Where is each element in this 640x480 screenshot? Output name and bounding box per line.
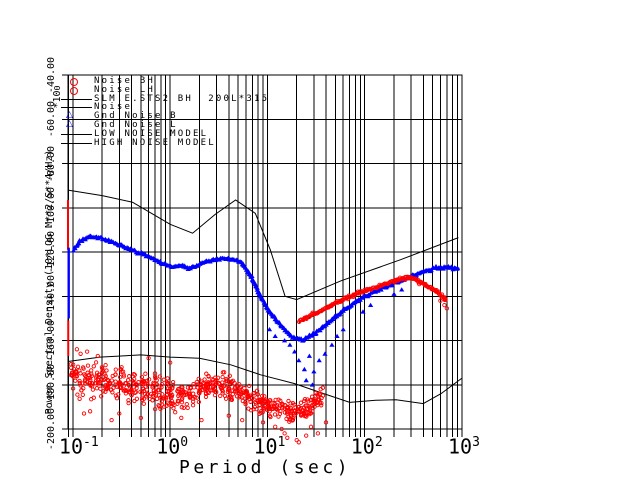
legend-label: LOW NOISE MODEL bbox=[94, 128, 209, 139]
circle-marker-icon bbox=[70, 86, 78, 95]
triangle-marker-icon: △ bbox=[66, 110, 73, 121]
legend-item: △ Gnd Noise L bbox=[0, 119, 400, 131]
series-noise-lh bbox=[296, 274, 450, 324]
x-tick-label: 102 bbox=[350, 434, 383, 459]
legend-label: Noise LH bbox=[94, 84, 155, 95]
y-axis-scale-factor: *10 0 bbox=[51, 79, 63, 115]
series-low-noise-model bbox=[67, 354, 463, 405]
line-marker-icon bbox=[61, 98, 92, 100]
legend-label: Noise bbox=[94, 102, 133, 113]
line-marker-icon bbox=[61, 133, 92, 135]
y-scale-base: *10 bbox=[51, 90, 63, 109]
circle-marker-icon bbox=[70, 78, 78, 86]
legend-item: Noise BH bbox=[0, 76, 400, 87]
series-high-noise-model bbox=[67, 189, 459, 301]
triangle-marker-icon: △ bbox=[66, 119, 73, 129]
x-tick-label: 101 bbox=[253, 434, 286, 459]
legend-label: Gnd Noise L bbox=[94, 120, 178, 130]
legend-label: HIGH NOISE MODEL bbox=[94, 137, 216, 148]
legend-item: LOW NOISE MODEL bbox=[0, 128, 400, 140]
x-tick-label: 10-1 bbox=[58, 434, 99, 459]
x-axis-title: Period (sec) bbox=[179, 457, 352, 478]
legend-item: Noise bbox=[0, 102, 400, 113]
legend-item: Noise LH bbox=[0, 84, 400, 96]
legend-item: HIGH NOISE MODEL bbox=[0, 137, 400, 149]
line-marker-icon bbox=[61, 107, 92, 109]
legend-label: Noise BH bbox=[94, 76, 155, 86]
legend-label: Gnd Noise B bbox=[94, 111, 178, 122]
y-scale-exponent: 0 bbox=[52, 85, 62, 91]
series-noise-bh bbox=[67, 200, 329, 445]
y-axis-title: Power Spectral Density (10*LOG M**2/S**4… bbox=[43, 149, 55, 415]
x-tick-label: 100 bbox=[156, 434, 189, 459]
legend-item: △ Gnd Noise B bbox=[0, 110, 400, 122]
x-tick-label: 103 bbox=[448, 434, 480, 459]
line-marker-icon bbox=[61, 142, 92, 144]
grid bbox=[62, 74, 463, 437]
legend-label: SLM.E.STS2 BH 200L*315 bbox=[94, 93, 270, 104]
series-gnd-noise-l bbox=[255, 263, 461, 387]
legend-item: SLM.E.STS2 BH 200L*315 bbox=[0, 93, 400, 105]
